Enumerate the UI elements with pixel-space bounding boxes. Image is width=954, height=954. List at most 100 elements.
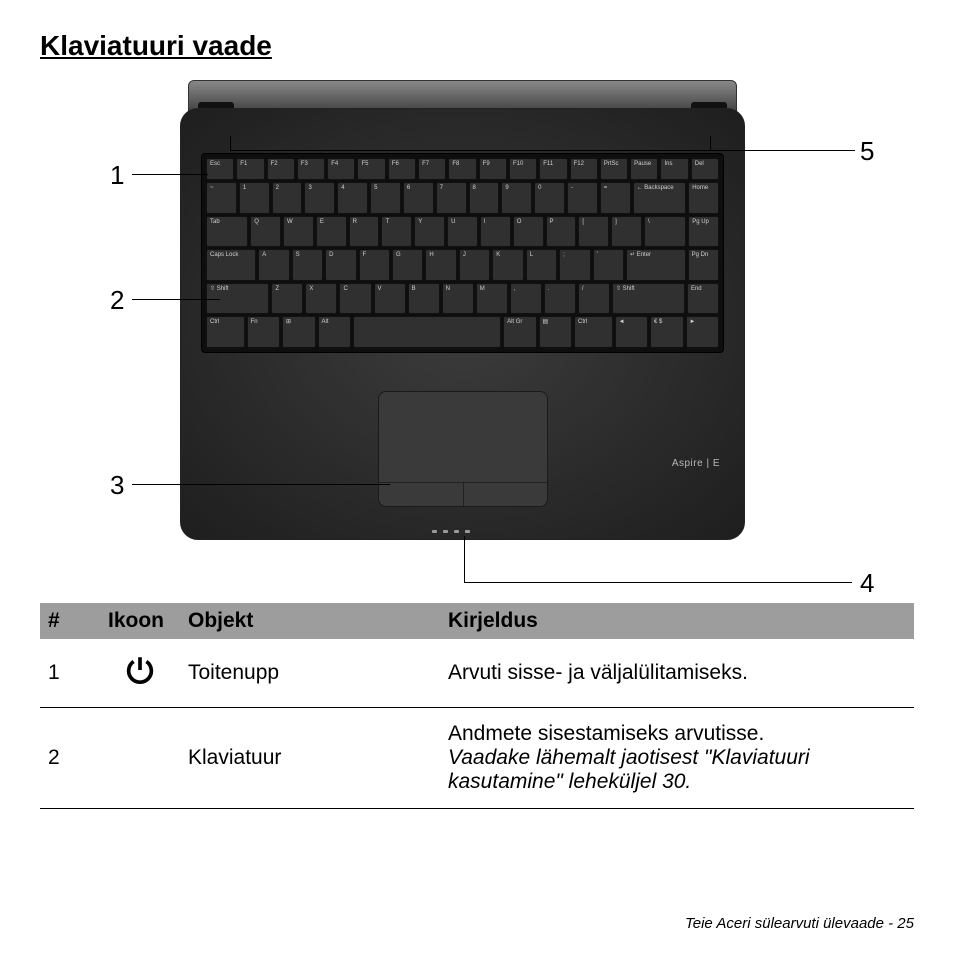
key: D bbox=[325, 249, 356, 281]
key: F1 bbox=[236, 158, 264, 180]
key: Home bbox=[688, 182, 719, 214]
key: F2 bbox=[267, 158, 295, 180]
key: € $ bbox=[650, 316, 683, 348]
key: G bbox=[392, 249, 423, 281]
key: S bbox=[292, 249, 323, 281]
key: , bbox=[510, 283, 542, 315]
led bbox=[443, 530, 448, 533]
th-object: Objekt bbox=[180, 603, 440, 639]
callout-5-tick-left bbox=[230, 136, 231, 150]
key: L bbox=[526, 249, 557, 281]
key: ▤ bbox=[539, 316, 572, 348]
key: F9 bbox=[479, 158, 507, 180]
key: M bbox=[476, 283, 508, 315]
key: U bbox=[447, 216, 478, 248]
key: F12 bbox=[570, 158, 598, 180]
key: 8 bbox=[469, 182, 500, 214]
page-title: Klaviatuuri vaade bbox=[40, 30, 914, 62]
key: C bbox=[339, 283, 371, 315]
cell-icon bbox=[100, 639, 180, 708]
desc-italic-text: Vaadake lähemalt jaotisest "Klaviatuuri … bbox=[448, 746, 906, 794]
key: Ctrl bbox=[206, 316, 245, 348]
key: F10 bbox=[509, 158, 537, 180]
cell-object: Klaviatuur bbox=[180, 708, 440, 809]
cell-icon bbox=[100, 708, 180, 809]
key: I bbox=[480, 216, 511, 248]
key: H bbox=[425, 249, 456, 281]
key: F3 bbox=[297, 158, 325, 180]
key: ← Backspace bbox=[633, 182, 687, 214]
key: T bbox=[381, 216, 412, 248]
key: ] bbox=[611, 216, 642, 248]
key: - bbox=[567, 182, 598, 214]
key: Fn bbox=[247, 316, 280, 348]
key: / bbox=[578, 283, 610, 315]
key: R bbox=[349, 216, 380, 248]
key: 1 bbox=[239, 182, 270, 214]
key: Ins bbox=[660, 158, 688, 180]
key: F5 bbox=[357, 158, 385, 180]
key: ' bbox=[593, 249, 624, 281]
callout-1: 1 bbox=[110, 160, 124, 191]
key: B bbox=[408, 283, 440, 315]
table-header-row: # Ikoon Objekt Kirjeldus bbox=[40, 603, 914, 639]
key: Alt bbox=[318, 316, 351, 348]
key: O bbox=[513, 216, 544, 248]
key: 4 bbox=[337, 182, 368, 214]
keyboard-row: Caps LockASDFGHJKL;'↵ EnterPg Dn bbox=[206, 249, 719, 281]
cell-number: 1 bbox=[40, 639, 100, 708]
key: ⇧ Shift bbox=[612, 283, 685, 315]
callout-2-line bbox=[132, 299, 220, 300]
th-description: Kirjeldus bbox=[440, 603, 914, 639]
key: PrtSc bbox=[600, 158, 628, 180]
cell-object: Toitenupp bbox=[180, 639, 440, 708]
keyboard-row: ⇧ ShiftZXCVBNM,./⇧ ShiftEnd bbox=[206, 283, 719, 315]
key: ► bbox=[686, 316, 719, 348]
key: Tab bbox=[206, 216, 248, 248]
callout-5: 5 bbox=[860, 136, 874, 167]
key: F4 bbox=[327, 158, 355, 180]
key: ~ bbox=[206, 182, 237, 214]
keyboard-row: CtrlFn⊞AltAlt Gr▤Ctrl◄€ $► bbox=[206, 316, 719, 348]
table-row: 1 Toitenupp Arvuti sisse- ja väljalülitami… bbox=[40, 639, 914, 708]
led bbox=[432, 530, 437, 533]
table-row: 2KlaviatuurAndmete sisestamiseks arvutis… bbox=[40, 708, 914, 809]
key bbox=[353, 316, 501, 348]
key: 6 bbox=[403, 182, 434, 214]
key: K bbox=[492, 249, 523, 281]
key: = bbox=[600, 182, 631, 214]
key: F11 bbox=[539, 158, 567, 180]
key: F8 bbox=[448, 158, 476, 180]
callout-2: 2 bbox=[110, 285, 124, 316]
key: N bbox=[442, 283, 474, 315]
key: 7 bbox=[436, 182, 467, 214]
status-leds bbox=[432, 530, 470, 533]
laptop-illustration: EscF1F2F3F4F5F6F7F8F9F10F11F12PrtScPause… bbox=[180, 80, 745, 540]
led bbox=[454, 530, 459, 533]
cell-number: 2 bbox=[40, 708, 100, 809]
key: Alt Gr bbox=[503, 316, 536, 348]
callout-1-line bbox=[132, 174, 208, 175]
th-number: # bbox=[40, 603, 100, 639]
key: ⊞ bbox=[282, 316, 315, 348]
callout-5-tick-right bbox=[710, 136, 711, 150]
parts-table: # Ikoon Objekt Kirjeldus 1 Toitenupp Arvut… bbox=[40, 603, 914, 809]
key: \ bbox=[644, 216, 686, 248]
key: J bbox=[459, 249, 490, 281]
callout-4: 4 bbox=[860, 568, 874, 599]
callout-4-vline bbox=[464, 536, 465, 582]
key: 5 bbox=[370, 182, 401, 214]
key: Caps Lock bbox=[206, 249, 256, 281]
key: 3 bbox=[304, 182, 335, 214]
callout-3-line bbox=[132, 484, 390, 485]
th-icon: Ikoon bbox=[100, 603, 180, 639]
key: Del bbox=[691, 158, 719, 180]
key: Y bbox=[414, 216, 445, 248]
desc-text: Arvuti sisse- ja väljalülitamiseks. bbox=[448, 661, 906, 685]
led bbox=[465, 530, 470, 533]
cell-description: Arvuti sisse- ja väljalülitamiseks. bbox=[440, 639, 914, 708]
key: Esc bbox=[206, 158, 234, 180]
key: 2 bbox=[272, 182, 303, 214]
key: E bbox=[316, 216, 347, 248]
key: ↵ Enter bbox=[626, 249, 686, 281]
